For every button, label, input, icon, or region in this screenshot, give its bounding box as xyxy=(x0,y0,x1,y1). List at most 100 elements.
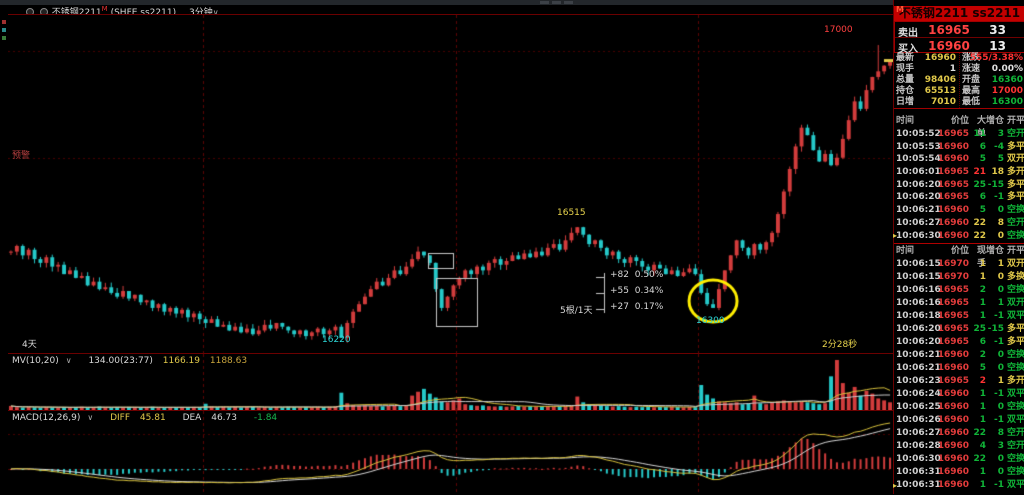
volume-current: 134.00(23:77) xyxy=(88,356,153,366)
macd-name[interactable]: MACD(12,26,9) ∨ xyxy=(12,413,94,423)
stat-label: 涨跌 xyxy=(962,53,981,63)
stat-label: 总量 xyxy=(896,75,915,85)
current-lots: 1 xyxy=(949,64,956,74)
change-value: 555/3.38% xyxy=(969,53,1023,63)
visible-range-label: 4天 xyxy=(22,340,37,350)
instrument-name: 不锈钢2211 xyxy=(51,8,102,18)
stat-label: 现手 xyxy=(896,64,915,74)
chevron-down-icon: ∨ xyxy=(212,8,219,17)
measure-row: +55 0.34% xyxy=(610,286,664,296)
tick-row[interactable]: 10:06:21 16960 2 0 空换 xyxy=(896,350,1024,360)
high-price: 17000 xyxy=(991,86,1023,96)
tick-row[interactable]: 10:06:20 16965 25 -15 多平 xyxy=(896,179,1024,190)
ask-label: 卖出 xyxy=(898,28,918,39)
tick-row[interactable]: 10:06:18 16965 1 -1 双平 xyxy=(896,311,1024,321)
period-selector[interactable]: 3分钟∨ xyxy=(188,8,219,18)
stat-label: 最低 xyxy=(962,97,981,107)
tick-row[interactable]: 10:06:20 16965 6 -1 多平 xyxy=(896,337,1024,347)
instrument-code: (SHFE ss2211) xyxy=(110,8,177,18)
volume-ma1-value: 1166.19 xyxy=(162,356,200,366)
volume-ma2-value: 1188.63 xyxy=(209,356,248,366)
macd-canvas[interactable] xyxy=(8,410,893,494)
macd-indicator-row: MACD(12,26,9) ∨ DIFF 45.81 DEA 46.73 -1.8… xyxy=(12,413,284,423)
bid-price: 16960 xyxy=(928,39,970,53)
tick-row[interactable]: 10:05:53 16960 6 -4 多平 xyxy=(896,141,1024,152)
volume-ma-name[interactable]: MV(10,20) ∨ xyxy=(12,356,72,366)
tool-mark-icon[interactable] xyxy=(2,28,6,32)
bar-countdown: 2分28秒 xyxy=(822,340,858,350)
tool-mark-icon[interactable] xyxy=(2,36,6,40)
measure-row: +27 0.17% xyxy=(610,302,664,312)
day-low-label: 16300 xyxy=(696,316,725,326)
chevron-down-icon: ∨ xyxy=(65,356,72,365)
tick-row[interactable]: 10:06:21 16960 5 0 空换 xyxy=(896,363,1024,373)
tick-row[interactable]: 10:06:27 16960 22 8 空开 xyxy=(896,217,1024,228)
stat-label: 涨速 xyxy=(962,64,981,74)
window-top-strip xyxy=(0,0,1024,5)
ask-row[interactable]: 卖出 16965 33 xyxy=(895,22,1024,39)
tick-row[interactable]: 10:06:25 16960 1 0 空换 xyxy=(896,402,1024,412)
tick-row[interactable]: 10:06:15 16970 1 0 多换 xyxy=(896,272,1024,282)
tick-trade-list-header: 时间 价位 现手 增仓 开平 xyxy=(896,246,1024,269)
ask-price: 16965 xyxy=(928,23,970,37)
panel-instrument-title: 不锈钢2211 ss2211 xyxy=(894,6,1024,21)
big-order-list: 时间 价位 大单 增仓 开平 10:05:52 16965 11 3 空开 10:05:53 169… xyxy=(893,115,1024,243)
window-control-icon[interactable] xyxy=(540,1,549,4)
macd-hist-value: -1.84 xyxy=(253,413,278,423)
macd-diff: DIFF 45.81 xyxy=(110,413,166,423)
tick-row[interactable]: 10:06:23 16965 2 1 多开 xyxy=(896,376,1024,386)
tick-row[interactable]: 10:06:28 16960 4 3 空开 xyxy=(896,441,1024,451)
day-high-label: 17000 xyxy=(824,25,853,35)
period-low-label: 16220 xyxy=(322,335,351,345)
order-book: 卖出 16965 33 买入 16960 13 xyxy=(894,21,1024,55)
tick-row[interactable]: 10:05:54 16960 5 5 双开 xyxy=(896,154,1024,165)
tick-row[interactable]: 10:06:01 16965 21 18 多开 xyxy=(896,167,1024,178)
chart-region: 预警 16515 16220 16300 17000 4天 2分28秒 +82 … xyxy=(8,14,893,495)
stat-label: 持仓 xyxy=(896,86,915,96)
oi-daily-increase: 7010 xyxy=(930,97,956,107)
measure-row: +82 0.50% xyxy=(610,270,664,280)
tick-row[interactable]: 10:06:16 16965 1 1 双开 xyxy=(896,298,1024,308)
volume-canvas[interactable] xyxy=(8,353,893,410)
chart-title-bar: 不锈钢2211M (SHFE ss2211) 3分钟∨ xyxy=(0,5,893,18)
peak-price-label: 16515 xyxy=(557,208,586,218)
open-price: 16360 xyxy=(991,75,1023,85)
tick-row[interactable]: 10:06:31 16960 1 0 空换 xyxy=(896,467,1024,477)
quote-stats: 最新 16960 涨跌 555/3.38% 现手 1 涨速 0.00% 总量 98406 … xyxy=(894,53,1024,109)
tool-mark-icon[interactable] xyxy=(2,20,6,24)
ask-qty: 33 xyxy=(989,23,1006,37)
tick-row[interactable]: 10:06:26 16960 1 -1 双平 xyxy=(896,415,1024,425)
tick-row[interactable]: 10:06:24 16960 1 -1 双平 xyxy=(896,389,1024,399)
tick-row[interactable]: 10:05:52 16965 11 3 空开 xyxy=(896,129,1024,139)
bid-label: 买入 xyxy=(898,44,918,55)
last-price: 16960 xyxy=(924,53,956,63)
measure-span-label: 5根/1天 xyxy=(560,306,593,316)
window-control-icon[interactable] xyxy=(552,1,561,4)
tick-row[interactable]: 10:06:15 16970 1 1 双开 xyxy=(896,259,1024,269)
tick-row[interactable]: 10:06:27 16960 22 8 空开 xyxy=(896,428,1024,438)
main-price-canvas[interactable] xyxy=(8,15,893,353)
quote-panel: M 不锈钢2211 ss2211 卖出 16965 33 买入 16960 13… xyxy=(893,0,1024,494)
total-volume: 98406 xyxy=(924,75,956,85)
window-control-icon[interactable] xyxy=(564,1,573,4)
tick-row[interactable]: 10:06:20 16965 6 -1 多平 xyxy=(896,192,1024,203)
change-speed: 0.00% xyxy=(991,64,1023,74)
big-order-list-header: 时间 价位 大单 增仓 开平 xyxy=(896,116,1024,139)
tick-row[interactable]: 10:06:16 16965 2 0 空换 xyxy=(896,285,1024,295)
main-contract-marker: M xyxy=(896,5,904,14)
table-divider xyxy=(894,243,1024,244)
stat-label: 最高 xyxy=(962,86,981,96)
stat-label: 最新 xyxy=(896,53,915,63)
tick-trade-list: 时间 价位 现手 增仓 开平 10:06:15 16970 1 1 双开 10:06:15 1697… xyxy=(893,245,1024,492)
macd-dea: DEA 46.73 xyxy=(182,413,237,423)
main-contract-marker: M xyxy=(101,5,108,13)
tick-row[interactable]: 10:06:20 16965 25 -15 多平 xyxy=(896,324,1024,334)
bid-row[interactable]: 买入 16960 13 xyxy=(895,37,1024,55)
chevron-down-icon: ∨ xyxy=(87,413,94,422)
tick-row[interactable]: 10:06:21 16960 5 0 空换 xyxy=(896,205,1024,216)
open-interest: 65513 xyxy=(924,86,956,96)
low-price: 16300 xyxy=(991,97,1023,107)
